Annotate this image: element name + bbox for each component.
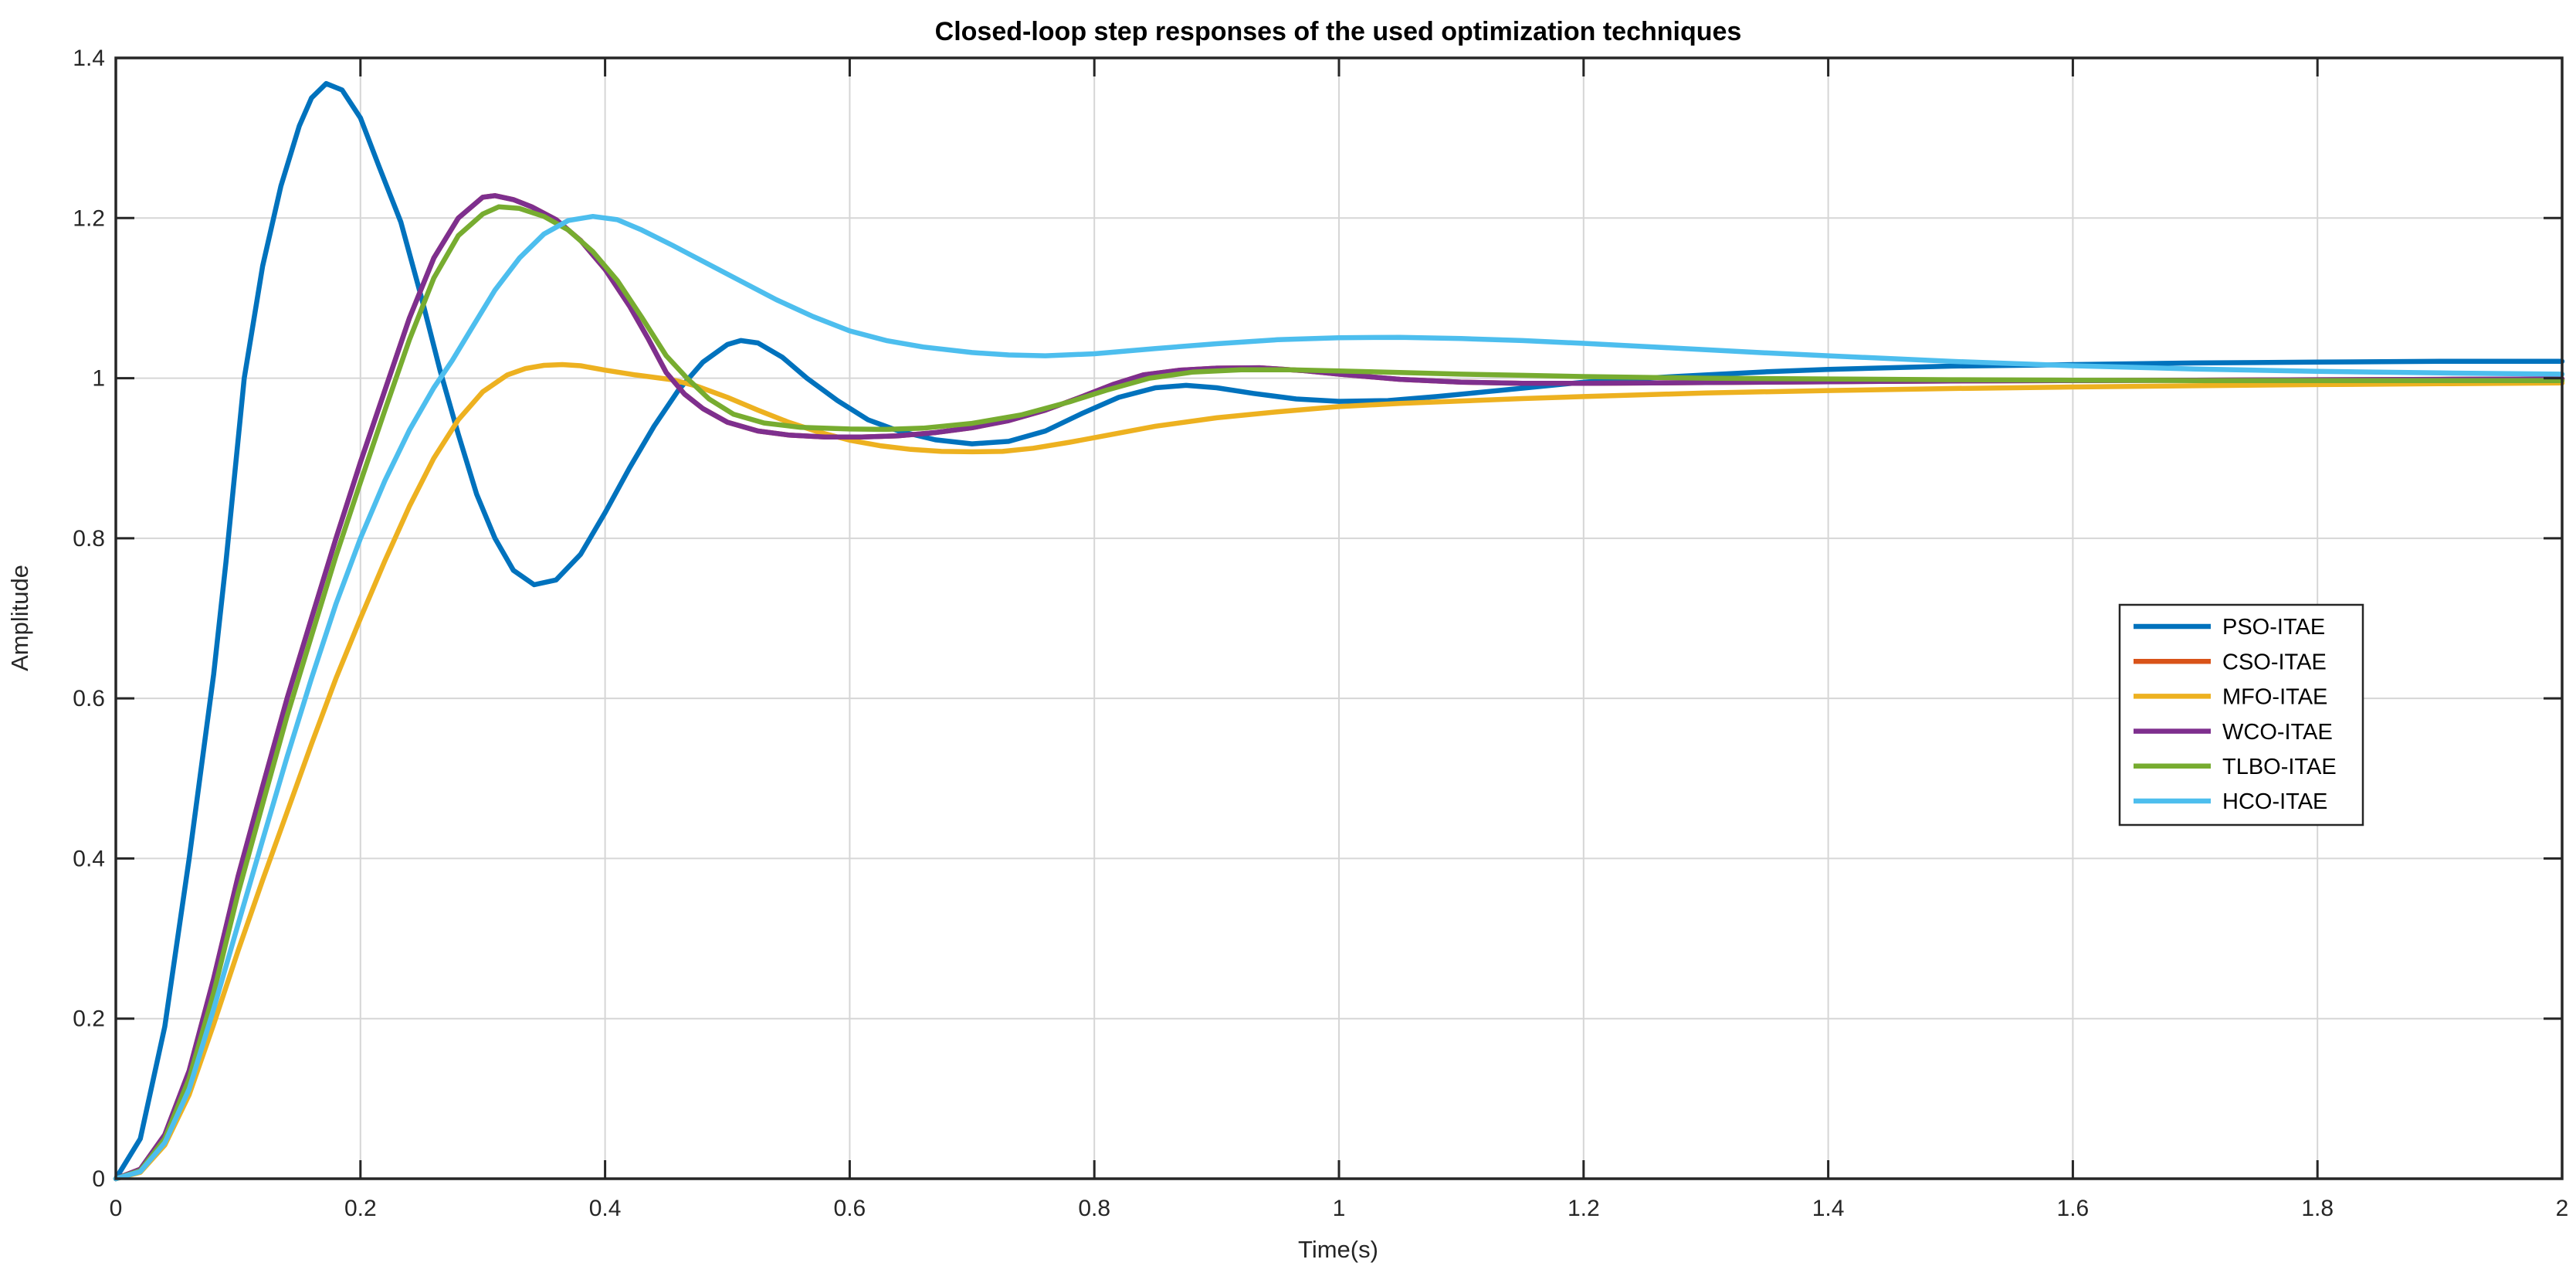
tick-label-layer: 0 0.2 0.4 0.6 0.8 1 1.2 1.4 1.6 1.8 2 0 0.2 0.4 0.6 0.8… [73,46,2568,1221]
legend-item-wco-itae: WCO-ITAE [2134,720,2333,745]
legend-item-mfo-itae: MFO-ITAE [2134,685,2327,710]
y-tick-label: 1.4 [73,46,105,71]
series-line-mfo-itae [113,361,2565,1182]
x-tick-label: 0.2 [344,1196,377,1221]
y-tick-label: 0.8 [73,526,105,552]
y-tick-label: 0.6 [73,686,105,711]
x-tick-label: 0.4 [589,1196,622,1221]
y-tick-label: 0.2 [73,1006,105,1032]
legend-label-wco-itae: WCO-ITAE [2222,720,2333,745]
series-line-wco-itae [113,193,2565,1182]
y-axis-label: Amplitude [6,565,33,671]
y-tick-label: 1.2 [73,205,105,231]
legend-label-pso-itae: PSO-ITAE [2222,615,2325,640]
legend: PSO-ITAE CSO-ITAE MFO-ITAE WCO-ITAE TLBO-ITA… [2118,603,2364,826]
y-tick-label: 0.4 [73,846,105,871]
y-tick-label: 0 [92,1166,105,1192]
legend-box [2118,603,2364,826]
curves-group [113,80,2565,1182]
y-tick-label: 1 [92,366,105,392]
series-layer [113,80,2565,1182]
x-tick-label: 0 [110,1196,123,1221]
x-tick-label: 1.4 [1812,1196,1845,1221]
legend-label-tlbo-itae: TLBO-ITAE [2222,755,2337,779]
x-tick-label: 1.6 [2057,1196,2090,1221]
series-line-hco-itae [113,213,2565,1182]
series-line-tlbo-itae [113,204,2565,1182]
x-tick-label: 1.2 [1568,1196,1600,1221]
x-tick-label: 0.8 [1078,1196,1110,1221]
axes-layer [114,56,2564,1180]
x-axis-label: Time(s) [1298,1236,1378,1263]
x-tick-label: 0.6 [834,1196,866,1221]
x-tick-label: 2 [2556,1196,2569,1221]
chart-title: Closed-loop step responses of the used o… [935,17,1742,46]
x-tick-label: 1.8 [2301,1196,2334,1221]
x-tick-label: 1 [1333,1196,1346,1221]
legend-item-cso-itae: CSO-ITAE [2134,650,2327,674]
legend-label-mfo-itae: MFO-ITAE [2222,685,2327,710]
legend-label-hco-itae: HCO-ITAE [2222,789,2327,814]
legend-item-pso-itae: PSO-ITAE [2134,615,2325,640]
legend-label-cso-itae: CSO-ITAE [2222,650,2327,674]
legend-item-tlbo-itae: TLBO-ITAE [2134,755,2337,779]
legend-item-hco-itae: HCO-ITAE [2134,789,2327,814]
